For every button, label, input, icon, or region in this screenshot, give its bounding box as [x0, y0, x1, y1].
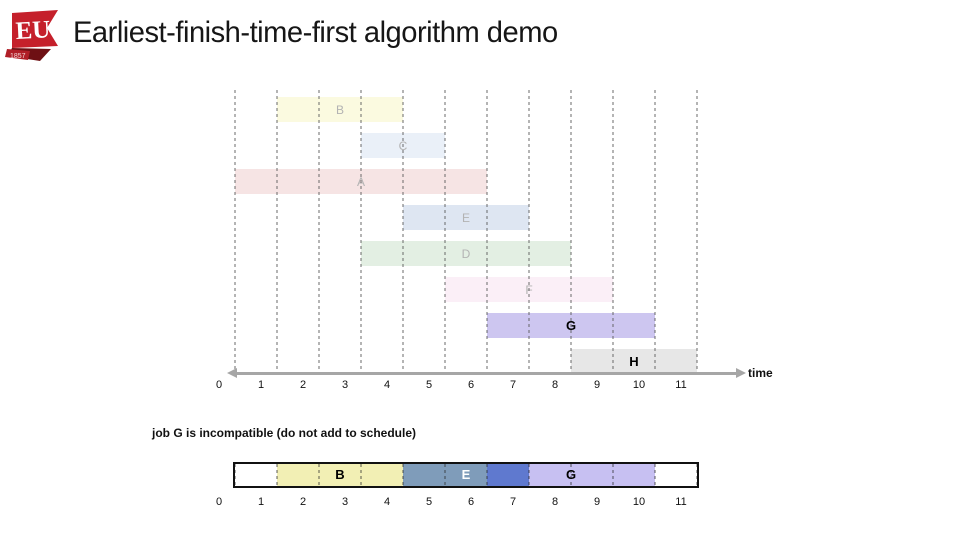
- schedule-gridline-t2: [318, 464, 320, 486]
- eu-logo: EU 1857: [5, 10, 58, 61]
- job-bar-A: A: [235, 169, 487, 194]
- tick-label-11: 11: [675, 379, 687, 391]
- schedule-gridline-t3: [360, 464, 362, 486]
- job-label-H: H: [629, 354, 639, 369]
- gridline-t2: [318, 90, 320, 374]
- status-caption: job G is incompatible (do not add to sch…: [152, 426, 417, 440]
- schedule-segment-B: [277, 464, 403, 486]
- gridline-t9: [612, 90, 614, 374]
- gridline-t8: [570, 90, 572, 374]
- schedule-tick-label-4: 4: [383, 496, 391, 508]
- schedule-gridline-t6: [486, 464, 488, 486]
- schedule-gridline-t7: [528, 464, 530, 486]
- job-label-F: F: [525, 283, 532, 297]
- tick-label-6: 6: [467, 379, 475, 391]
- schedule-tick-label-6: 6: [467, 496, 475, 508]
- tick-label-8: 8: [551, 379, 559, 391]
- page-title: Earliest-finish-time-first algorithm dem…: [73, 16, 558, 49]
- tick-label-4: 4: [383, 379, 391, 391]
- gridline-t11: [696, 90, 698, 374]
- schedule-tick-label-7: 7: [509, 496, 517, 508]
- gridline-t7: [528, 90, 530, 374]
- schedule-tick-label-5: 5: [425, 496, 433, 508]
- schedule-tick-label-9: 9: [593, 496, 601, 508]
- tick-label-2: 2: [299, 379, 307, 391]
- gridline-t5: [444, 90, 446, 374]
- gridline-t0: [234, 90, 236, 374]
- logo-year: 1857: [10, 53, 26, 60]
- job-bar-H: H: [571, 349, 697, 374]
- tick-label-5: 5: [425, 379, 433, 391]
- schedule-label-G: G: [565, 467, 577, 482]
- job-label-A: A: [357, 175, 365, 189]
- axis-arrow-left-icon: [227, 368, 237, 378]
- schedule-tick-label-10: 10: [632, 496, 646, 508]
- job-label-B: B: [335, 103, 344, 117]
- schedule-tick-label-11: 11: [675, 496, 687, 508]
- schedule-gridline-t9: [612, 464, 614, 486]
- schedule-tick-label-0: 0: [215, 496, 223, 508]
- axis-arrow-right-icon: [736, 368, 746, 378]
- eu-flag-icon: EU 1857: [5, 10, 58, 61]
- job-bar-C: C: [361, 133, 445, 158]
- schedule-gridline-t11: [696, 464, 697, 486]
- gridline-t4: [402, 90, 404, 374]
- schedule-gridline-t10: [654, 464, 656, 486]
- job-label-C: C: [399, 139, 408, 153]
- tick-label-10: 10: [632, 379, 646, 391]
- tick-label-7: 7: [509, 379, 517, 391]
- schedule-gridline-t8: [570, 464, 572, 486]
- schedule-gridline-t1: [276, 464, 278, 486]
- schedule-label-E: E: [461, 467, 471, 482]
- schedule-gridline-t0: [235, 464, 236, 486]
- schedule-segment-G-over-E: [487, 464, 529, 486]
- job-bar-E: E: [403, 205, 529, 230]
- tick-label-0: 0: [215, 379, 223, 391]
- job-bar-D: D: [361, 241, 571, 266]
- tick-label-1: 1: [257, 379, 265, 391]
- schedule-tick-label-3: 3: [341, 496, 349, 508]
- schedule-gridline-t5: [444, 464, 446, 486]
- time-axis-label: time: [748, 366, 773, 380]
- tick-label-9: 9: [593, 379, 601, 391]
- job-label-D: D: [461, 247, 471, 261]
- schedule-gridline-t4: [402, 464, 404, 486]
- schedule-tick-label-2: 2: [299, 496, 307, 508]
- schedule-segment-G: [529, 464, 655, 486]
- logo-text: EU: [15, 16, 51, 45]
- gridline-t10: [654, 90, 656, 374]
- schedule-label-B: B: [335, 467, 345, 482]
- job-bar-G: G: [487, 313, 655, 338]
- job-bar-B: B: [277, 97, 403, 122]
- job-label-E: E: [461, 211, 470, 225]
- tick-label-3: 3: [341, 379, 349, 391]
- gridline-t3: [360, 90, 362, 374]
- gridline-t1: [276, 90, 278, 374]
- schedule-segment-E: [403, 464, 487, 486]
- job-bar-F: F: [445, 277, 613, 302]
- time-axis-line: [236, 372, 736, 375]
- schedule-tick-label-1: 1: [257, 496, 265, 508]
- job-label-G: G: [566, 318, 576, 333]
- schedule-tick-label-8: 8: [551, 496, 559, 508]
- gridline-t6: [486, 90, 488, 374]
